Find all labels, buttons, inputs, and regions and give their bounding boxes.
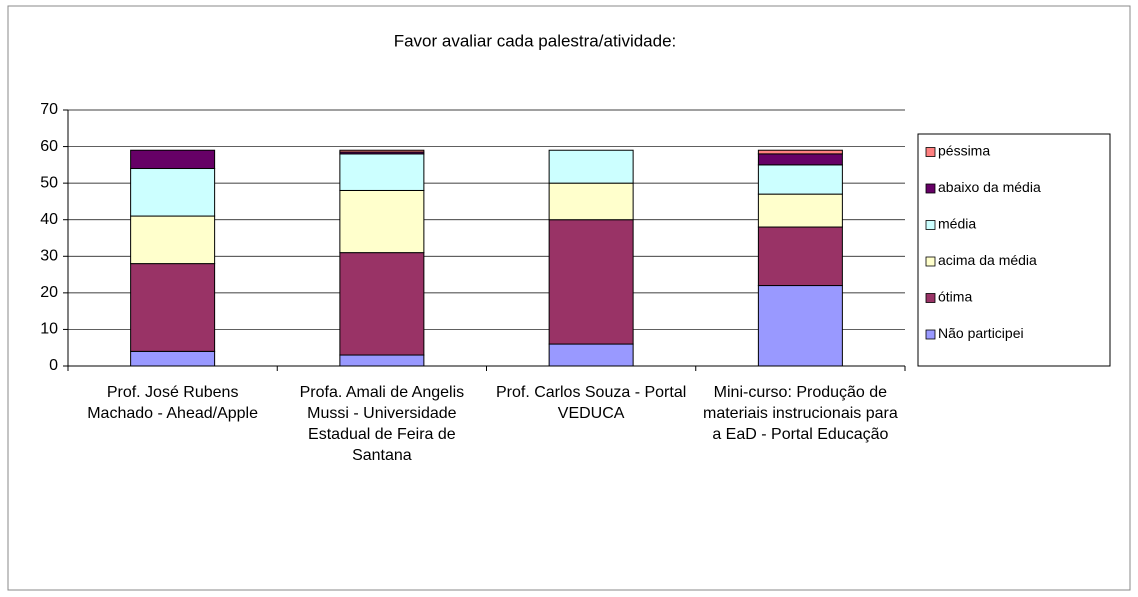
bar-segment (548, 149, 634, 184)
legend-swatch (925, 220, 936, 230)
y-tick-label: 30 (40, 248, 58, 265)
chart-title: Favor avaliar cada palestra/atividade: (394, 31, 677, 50)
bar-segment (757, 153, 843, 166)
y-tick-label: 70 (40, 101, 58, 118)
bar-segment (548, 182, 634, 221)
legend-label: abaixo da média (938, 179, 1041, 195)
bar-segment (757, 193, 843, 228)
legend-label: Não participei (938, 325, 1024, 341)
y-tick-label: 10 (40, 321, 58, 338)
y-tick-label: 0 (49, 357, 58, 374)
x-tick-label: Mini-curso: Produção de materiais instru… (703, 384, 898, 443)
bar-segment (339, 189, 425, 254)
bar-segment (757, 164, 843, 195)
bar-segment (130, 149, 216, 170)
legend-swatch (925, 183, 936, 194)
legend-swatch (925, 147, 936, 157)
y-tick-label: 40 (40, 211, 58, 228)
legend-swatch (925, 293, 936, 303)
bar-segment (130, 168, 216, 217)
bar-segment (130, 263, 216, 352)
x-tick-label: Profa. Amali de Angelis Mussi - Universi… (299, 384, 465, 464)
y-tick-label: 60 (40, 138, 58, 155)
bar-segment (757, 226, 843, 287)
x-tick-label: Prof. Carlos Souza - Portal VEDUCA (495, 384, 687, 422)
bar-segment (339, 153, 425, 191)
legend-swatch (925, 256, 936, 267)
x-tick-label: Prof. José Rubens Machado - Ahead/Apple (87, 384, 259, 422)
y-tick-label: 20 (40, 284, 58, 301)
legend-label: péssima (938, 143, 990, 159)
legend-label: ótima (938, 289, 972, 305)
legend-label: média (938, 216, 976, 232)
bar-segment (548, 219, 634, 345)
bar-segment (339, 149, 425, 153)
bar-segment (339, 354, 425, 367)
bar-segment (757, 149, 843, 155)
bar-segment (548, 343, 634, 367)
bar-segment (130, 350, 216, 367)
y-tick-label: 50 (40, 174, 58, 191)
legend-label: acima da média (938, 252, 1037, 268)
bar-segment (757, 285, 843, 367)
legend-swatch (925, 329, 936, 340)
legend-box (917, 133, 1111, 367)
bar-segment (130, 215, 216, 265)
bar-segment (339, 252, 425, 356)
